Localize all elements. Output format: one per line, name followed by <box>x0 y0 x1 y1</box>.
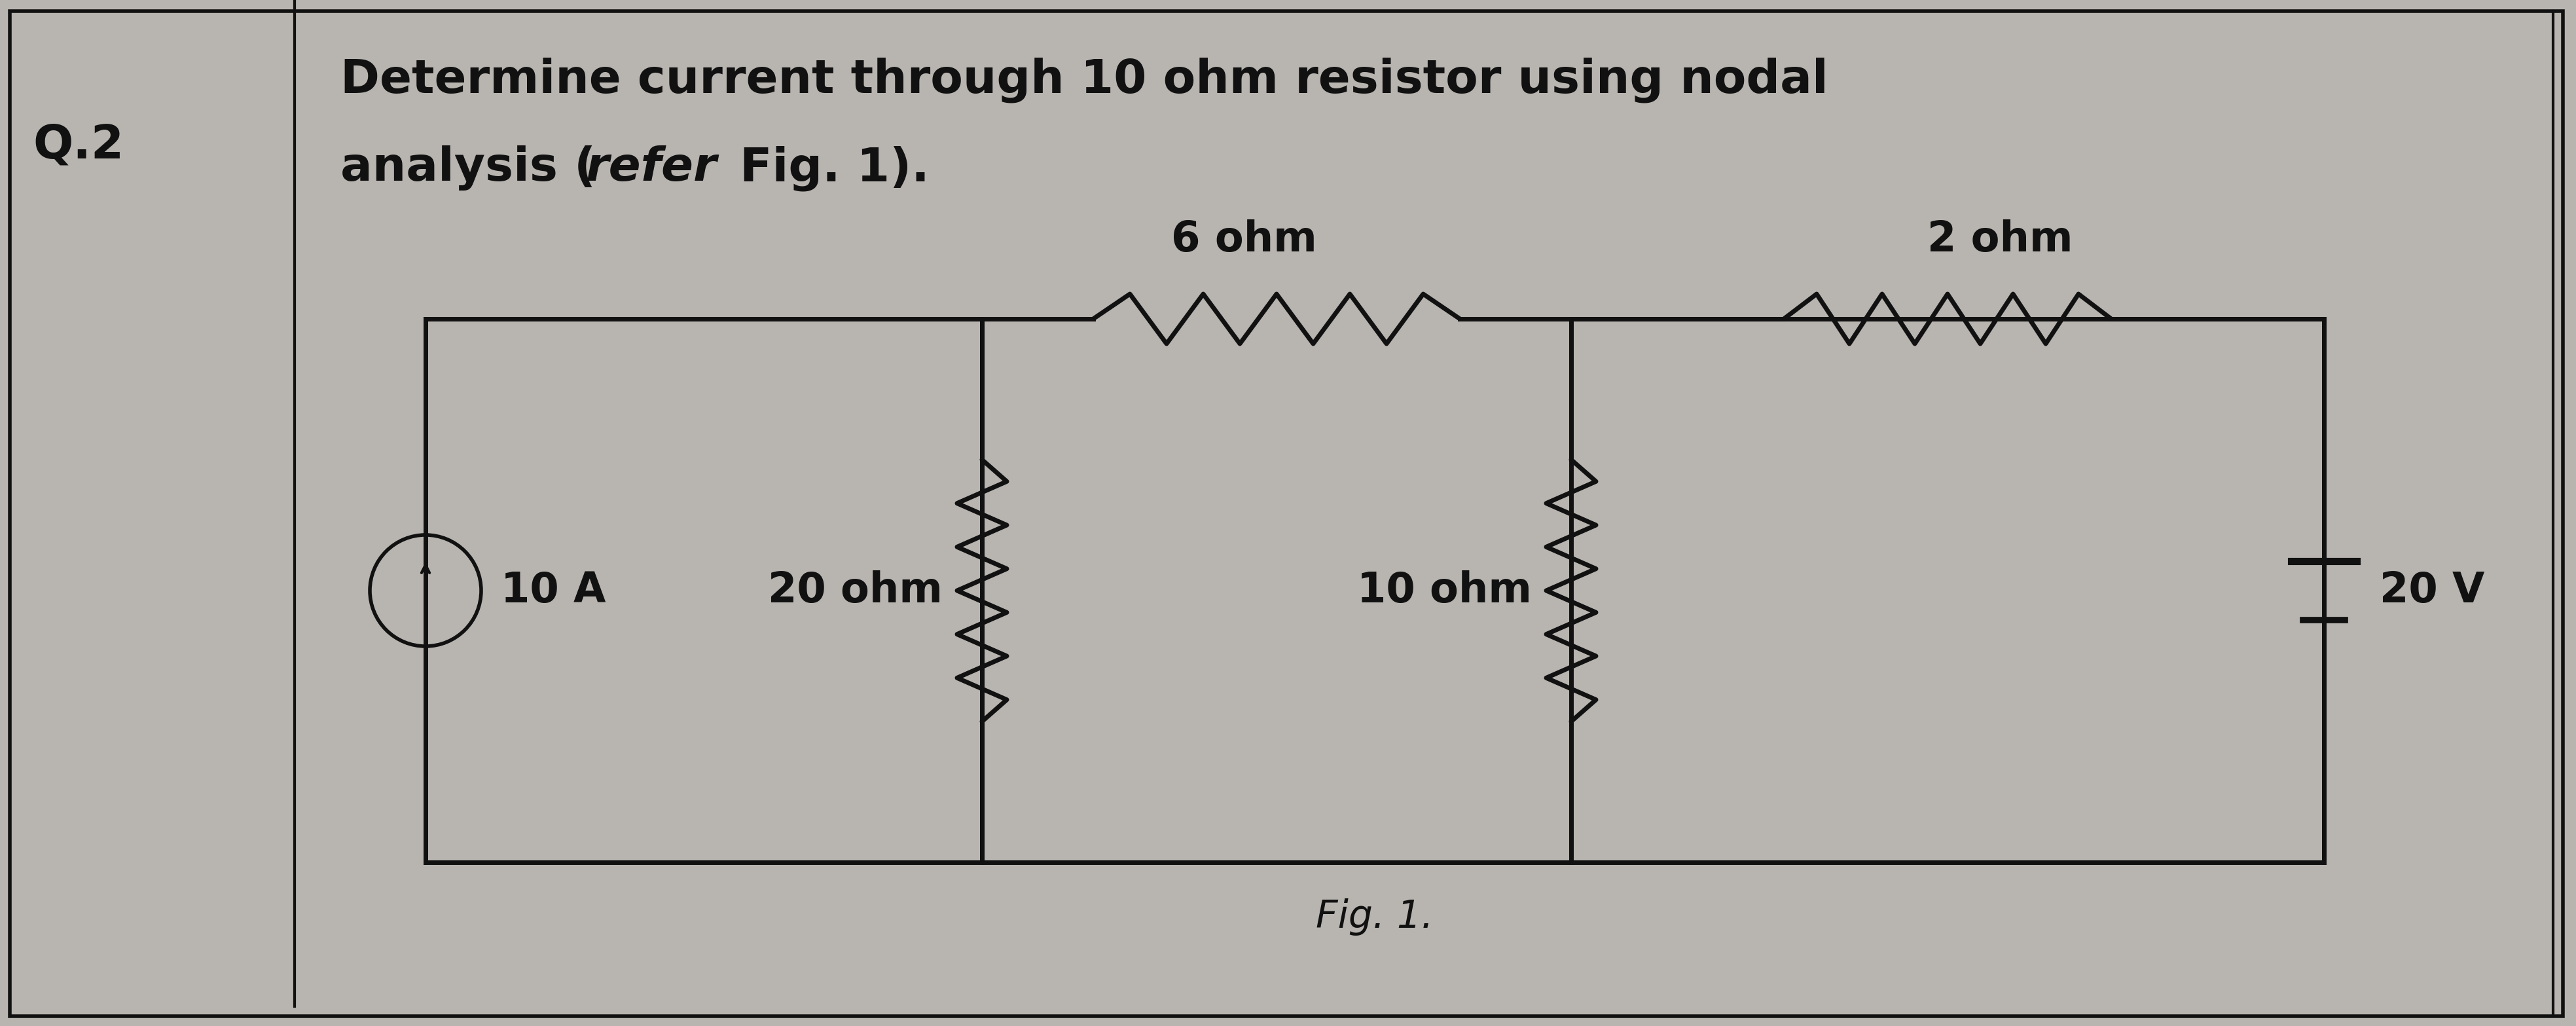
Text: 10 A: 10 A <box>500 570 605 610</box>
Text: Fig. 1.: Fig. 1. <box>1316 899 1432 936</box>
Text: refer: refer <box>585 146 716 191</box>
Text: analysis (: analysis ( <box>340 146 595 191</box>
Text: Q.2: Q.2 <box>33 122 124 167</box>
Text: Fig. 1).: Fig. 1). <box>724 146 930 191</box>
Text: 2 ohm: 2 ohm <box>1927 220 2074 260</box>
Text: 10 ohm: 10 ohm <box>1358 570 1533 610</box>
Text: 20 ohm: 20 ohm <box>768 570 943 610</box>
Text: 6 ohm: 6 ohm <box>1172 220 1316 260</box>
Text: Determine current through 10 ohm resistor using nodal: Determine current through 10 ohm resisto… <box>340 57 1829 103</box>
Text: 20 V: 20 V <box>2380 570 2486 610</box>
